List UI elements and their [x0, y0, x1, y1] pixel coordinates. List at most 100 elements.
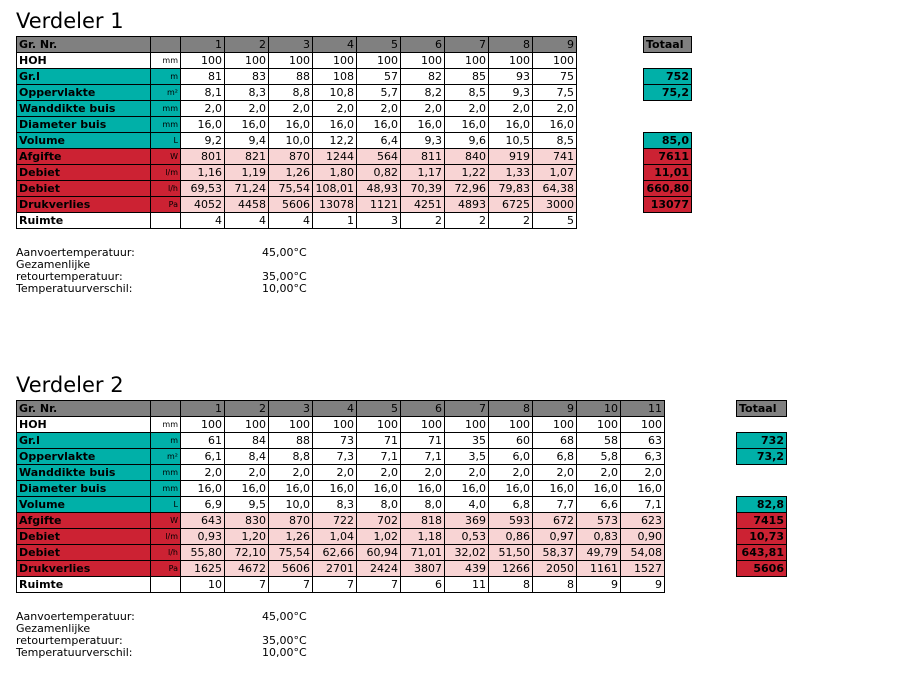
row-unit: m: [150, 432, 181, 449]
cell-value: 9: [620, 576, 665, 593]
row-total-empty: [737, 577, 787, 593]
cell-value: 100: [312, 416, 357, 433]
row-total: 73,2: [736, 448, 787, 465]
cell-value: 13078: [312, 196, 357, 213]
cell-value: 16,0: [180, 116, 225, 133]
row-unit: l/m: [150, 528, 181, 545]
cell-value: 83: [224, 68, 269, 85]
cell-value: 100: [488, 416, 533, 433]
cell-value: 81: [180, 68, 225, 85]
cell-value: 1,22: [444, 164, 489, 181]
row-total: 10,73: [736, 528, 787, 545]
cell-value: 8,2: [400, 84, 445, 101]
cell-value: 9,4: [224, 132, 269, 149]
temperature-value: 45,00°C: [262, 246, 307, 259]
cell-value: 8,4: [224, 448, 269, 465]
cell-value: 108,01: [312, 180, 357, 197]
cell-value: 8,5: [532, 132, 577, 149]
row-unit: [150, 212, 181, 229]
row-label: Diameter buis: [16, 480, 151, 497]
spacer: [577, 181, 644, 197]
cell-value: 2: [444, 212, 489, 229]
temperature-row: Temperatuurverschil: 10,00°C: [16, 647, 787, 659]
cell-value: 10,5: [488, 132, 533, 149]
cell-value: 2,0: [444, 100, 489, 117]
temperature-label: Gezamenlijke: [16, 258, 91, 271]
cell-value: 100: [180, 416, 225, 433]
cell-value: 818: [400, 512, 445, 529]
cell-value: 1,02: [356, 528, 401, 545]
row-label: Oppervlakte: [16, 448, 151, 465]
cell-value: 93: [488, 68, 533, 85]
cell-value: 9,3: [488, 84, 533, 101]
cell-value: 10: [180, 576, 225, 593]
cell-value: 69,53: [180, 180, 225, 197]
cell-value: 1,16: [180, 164, 225, 181]
cell-value: 722: [312, 512, 357, 529]
cell-value: 1161: [576, 560, 621, 577]
table-row: Debiet l/h 69,53 71,24 75,54 108,01 48,93 70,39…: [16, 180, 692, 197]
cell-value: 8,0: [356, 496, 401, 513]
cell-value: 100: [444, 52, 489, 69]
cell-value: 2,0: [400, 100, 445, 117]
verdeler-1-section: Verdeler 1 Gr. Nr. 1 2 3 4 5 6 7 8 9 Totaal HOH mm 10…: [16, 8, 692, 295]
cell-value: 2,0: [356, 100, 401, 117]
temperature-row: retourtemperatuur: 35,00°C: [16, 271, 692, 283]
temperature-value: 10,00°C: [262, 646, 307, 659]
cell-value: 71: [356, 432, 401, 449]
row-label: Gr.l: [16, 68, 151, 85]
spacer: [577, 85, 644, 101]
row-unit: mm: [150, 52, 181, 69]
cell-value: 6,4: [356, 132, 401, 149]
cell-value: 2,0: [620, 464, 665, 481]
cell-value: 0,86: [488, 528, 533, 545]
cell-value: 10,0: [268, 132, 313, 149]
cell-value: 6: [400, 576, 445, 593]
cell-value: 2,0: [268, 464, 313, 481]
cell-value: 72,10: [224, 544, 269, 561]
column-number: 2: [224, 36, 269, 53]
cell-value: 4893: [444, 196, 489, 213]
cell-value: 58,37: [532, 544, 577, 561]
cell-value: 16,0: [180, 480, 225, 497]
row-label: Debiet: [16, 164, 151, 181]
row-total: 752: [643, 68, 692, 85]
header-unit-cell: [150, 36, 181, 53]
cell-value: 16,0: [488, 116, 533, 133]
cell-value: 2,0: [180, 100, 225, 117]
row-total: 643,81: [736, 544, 787, 561]
row-label: Oppervlakte: [16, 84, 151, 101]
cell-value: 8,1: [180, 84, 225, 101]
cell-value: 6,8: [532, 448, 577, 465]
cell-value: 7: [268, 576, 313, 593]
cell-value: 16,0: [224, 480, 269, 497]
cell-value: 7,1: [400, 448, 445, 465]
verdeler-1-temperatures: Aanvoertemperatuur: 45,00°C Gezamenlijke re…: [16, 247, 692, 295]
row-unit: mm: [150, 480, 181, 497]
cell-value: 1625: [180, 560, 225, 577]
cell-value: 10,8: [312, 84, 357, 101]
cell-value: 4052: [180, 196, 225, 213]
spacer: [665, 497, 737, 513]
cell-value: 2,0: [312, 100, 357, 117]
table-row: Gr.l m 61 84 88 73 71 71 35 60 68 58 63 732: [16, 432, 787, 449]
cell-value: 1,20: [224, 528, 269, 545]
cell-value: 5,7: [356, 84, 401, 101]
temperature-label: Aanvoertemperatuur:: [16, 610, 135, 623]
cell-value: 71,24: [224, 180, 269, 197]
cell-value: 3,5: [444, 448, 489, 465]
row-label: Gr.l: [16, 432, 151, 449]
cell-value: 0,90: [620, 528, 665, 545]
cell-value: 0,82: [356, 164, 401, 181]
row-unit: Pa: [150, 196, 181, 213]
row-unit: m²: [150, 84, 181, 101]
spacer: [665, 529, 737, 545]
cell-value: 811: [400, 148, 445, 165]
cell-value: 100: [620, 416, 665, 433]
cell-value: 16,0: [224, 116, 269, 133]
table-row: Wanddikte buis mm 2,0 2,0 2,0 2,0 2,0 2,0 2,0 2,0…: [16, 464, 787, 481]
cell-value: 100: [444, 416, 489, 433]
cell-value: 62,66: [312, 544, 357, 561]
cell-value: 5606: [268, 560, 313, 577]
verdeler-1-table: Gr. Nr. 1 2 3 4 5 6 7 8 9 Totaal HOH mm 100 100 100 100 1…: [16, 36, 692, 229]
